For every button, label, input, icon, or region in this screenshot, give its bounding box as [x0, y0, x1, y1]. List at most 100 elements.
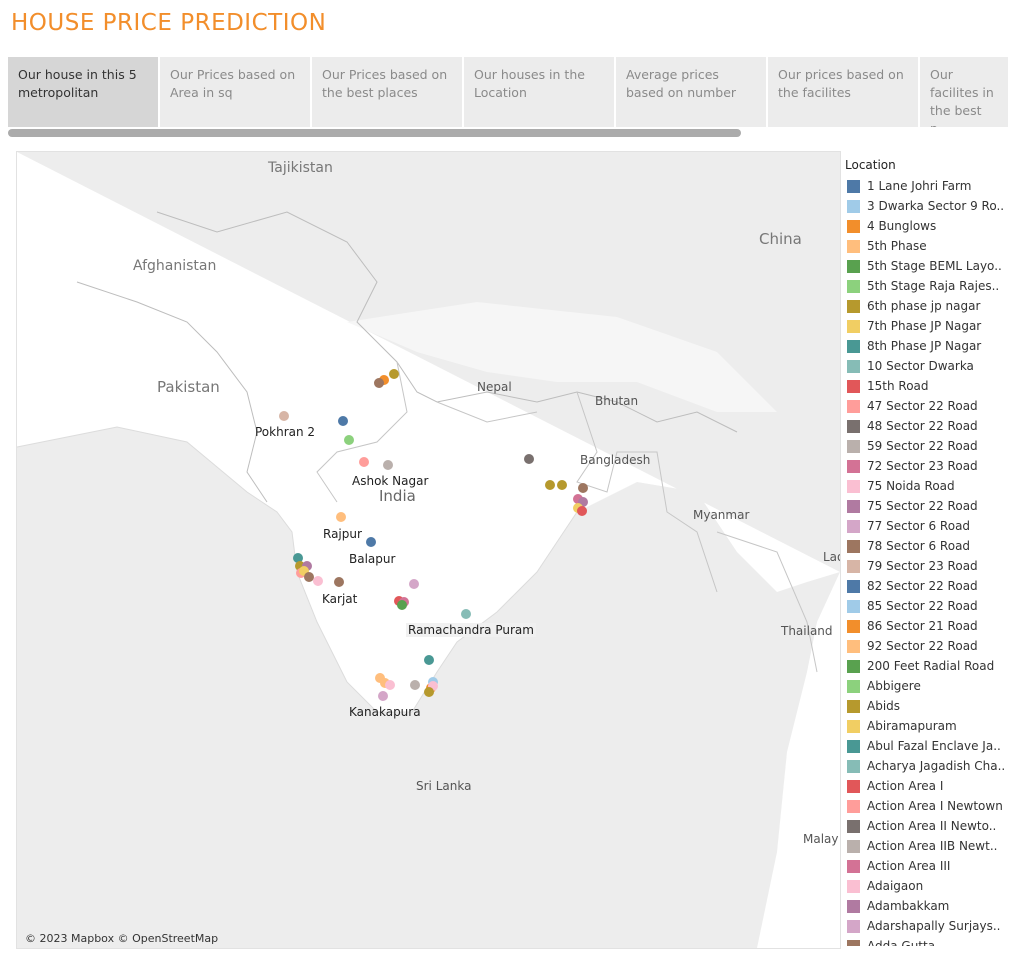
legend-item[interactable]: Action Area I: [845, 776, 1010, 796]
legend-swatch: [847, 579, 860, 593]
tab-metropolitan[interactable]: Our house in this 5 metropolitan: [8, 57, 158, 127]
legend-item[interactable]: 15th Road: [845, 376, 1010, 396]
map-point[interactable]: [279, 411, 289, 421]
map-point[interactable]: [334, 577, 344, 587]
map-label-sri-lanka: Sri Lanka: [416, 779, 472, 793]
legend-swatch: [847, 499, 860, 513]
map-point[interactable]: [338, 416, 348, 426]
legend-label: Action Area I: [867, 779, 944, 793]
legend-item[interactable]: Acharya Jagadish Cha..: [845, 756, 1010, 776]
legend-item[interactable]: 47 Sector 22 Road: [845, 396, 1010, 416]
legend-label: Adarshapally Surjays..: [867, 919, 1001, 933]
legend-item[interactable]: 4 Bunglows: [845, 216, 1010, 236]
map-point[interactable]: [366, 537, 376, 547]
legend-swatch: [847, 359, 860, 373]
legend-item[interactable]: 3 Dwarka Sector 9 Ro..: [845, 196, 1010, 216]
map-point[interactable]: [385, 680, 395, 690]
map-label-lao: Lao: [823, 550, 840, 564]
map-view[interactable]: Tajikistan Afghanistan Pakistan China Ne…: [16, 151, 841, 949]
legend-item[interactable]: Adarshapally Surjays..: [845, 916, 1010, 936]
legend-item[interactable]: 79 Sector 23 Road: [845, 556, 1010, 576]
legend-item[interactable]: 59 Sector 22 Road: [845, 436, 1010, 456]
legend-item[interactable]: 5th Stage BEML Layo..: [845, 256, 1010, 276]
tab-prices-best-places[interactable]: Our Prices based on the best places: [312, 57, 462, 127]
legend-label: 4 Bunglows: [867, 219, 937, 233]
legend-item[interactable]: 6th phase jp nagar: [845, 296, 1010, 316]
legend-item[interactable]: Action Area I Newtown: [845, 796, 1010, 816]
map-point[interactable]: [313, 576, 323, 586]
tab-prices-facilities[interactable]: Our prices based on the facilites: [768, 57, 918, 127]
legend-item[interactable]: 78 Sector 6 Road: [845, 536, 1010, 556]
map-point[interactable]: [397, 600, 407, 610]
legend-label: 15th Road: [867, 379, 929, 393]
tab-houses-location[interactable]: Our houses in the Location: [464, 57, 614, 127]
legend-swatch: [847, 879, 860, 893]
map-point[interactable]: [410, 680, 420, 690]
map-point[interactable]: [461, 609, 471, 619]
map-point[interactable]: [424, 687, 434, 697]
legend-item[interactable]: 48 Sector 22 Road: [845, 416, 1010, 436]
legend-item[interactable]: Abiramapuram: [845, 716, 1010, 736]
map-point[interactable]: [578, 483, 588, 493]
legend-item[interactable]: Abbigere: [845, 676, 1010, 696]
legend-label: 5th Stage BEML Layo..: [867, 259, 1002, 273]
legend-item[interactable]: Adaigaon: [845, 876, 1010, 896]
legend-item[interactable]: Adambakkam: [845, 896, 1010, 916]
map-point[interactable]: [336, 512, 346, 522]
legend-item[interactable]: 75 Sector 22 Road: [845, 496, 1010, 516]
legend-item[interactable]: 5th Stage Raja Rajes..: [845, 276, 1010, 296]
legend-label: 78 Sector 6 Road: [867, 539, 971, 553]
map-point[interactable]: [378, 691, 388, 701]
map-point[interactable]: [557, 480, 567, 490]
legend-item[interactable]: 5th Phase: [845, 236, 1010, 256]
map-point[interactable]: [359, 457, 369, 467]
map-label-bhutan: Bhutan: [595, 394, 639, 408]
legend-item[interactable]: 92 Sector 22 Road: [845, 636, 1010, 656]
legend-item[interactable]: 75 Noida Road: [845, 476, 1010, 496]
legend-item[interactable]: 200 Feet Radial Road: [845, 656, 1010, 676]
map-point[interactable]: [577, 506, 587, 516]
map-point[interactable]: [304, 572, 314, 582]
tab-prices-area[interactable]: Our Prices based on Area in sq: [160, 57, 310, 127]
legend-item[interactable]: Abids: [845, 696, 1010, 716]
legend-item[interactable]: 8th Phase JP Nagar: [845, 336, 1010, 356]
map-label-pakistan: Pakistan: [157, 378, 220, 396]
map-point[interactable]: [374, 378, 384, 388]
map-point[interactable]: [383, 460, 393, 470]
legend-item[interactable]: 82 Sector 22 Road: [845, 576, 1010, 596]
map-city-karjat: Karjat: [322, 592, 358, 606]
tab-facilities-best-places[interactable]: Our facilites in the best p...: [920, 57, 1008, 127]
legend-swatch: [847, 939, 860, 946]
legend-swatch: [847, 559, 860, 573]
legend-item[interactable]: Action Area III: [845, 856, 1010, 876]
map-point[interactable]: [344, 435, 354, 445]
map-point[interactable]: [293, 553, 303, 563]
legend-item[interactable]: 10 Sector Dwarka: [845, 356, 1010, 376]
tab-scrollbar[interactable]: [8, 129, 741, 137]
legend-swatch: [847, 419, 860, 433]
legend-item[interactable]: 86 Sector 21 Road: [845, 616, 1010, 636]
tab-average-prices[interactable]: Average prices based on number: [616, 57, 766, 127]
legend-item[interactable]: 72 Sector 23 Road: [845, 456, 1010, 476]
map-point[interactable]: [389, 369, 399, 379]
legend-item[interactable]: Adda Gutta: [845, 936, 1010, 946]
legend-item[interactable]: Abul Fazal Enclave Ja..: [845, 736, 1010, 756]
legend-swatch: [847, 799, 860, 813]
legend-label: Abiramapuram: [867, 719, 957, 733]
legend-item[interactable]: Action Area IIB Newt..: [845, 836, 1010, 856]
legend-item[interactable]: Action Area II Newto..: [845, 816, 1010, 836]
map-point[interactable]: [524, 454, 534, 464]
legend-label: 72 Sector 23 Road: [867, 459, 978, 473]
legend-item[interactable]: 1 Lane Johri Farm: [845, 176, 1010, 196]
map-city-kanakapura: Kanakapura: [349, 705, 421, 719]
map-point[interactable]: [409, 579, 419, 589]
legend-label: 77 Sector 6 Road: [867, 519, 971, 533]
legend-label: 75 Noida Road: [867, 479, 955, 493]
legend-item[interactable]: 85 Sector 22 Road: [845, 596, 1010, 616]
legend-label: 86 Sector 21 Road: [867, 619, 978, 633]
map-label-thailand: Thailand: [781, 624, 833, 638]
legend-item[interactable]: 7th Phase JP Nagar: [845, 316, 1010, 336]
legend-item[interactable]: 77 Sector 6 Road: [845, 516, 1010, 536]
map-point[interactable]: [424, 655, 434, 665]
map-point[interactable]: [545, 480, 555, 490]
